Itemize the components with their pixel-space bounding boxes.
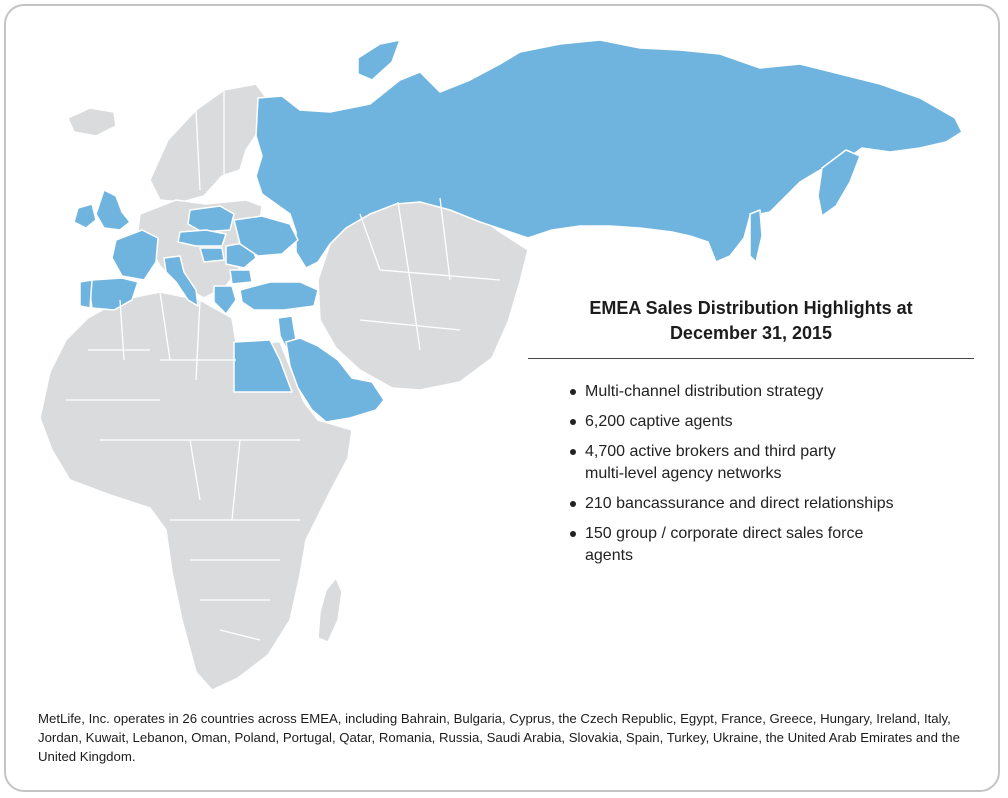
ukraine-region (233, 215, 299, 257)
ireland-region (73, 203, 97, 229)
arabia-region (285, 337, 385, 423)
bulgaria-region (229, 269, 253, 285)
bullet-text: Multi-channel distribution strategy (585, 383, 824, 400)
scandinavia-landmass (149, 83, 269, 203)
panel-title: EMEA Sales Distribution Highlights at De… (528, 296, 974, 359)
bullet-text-continued: agents (585, 547, 634, 564)
bullet-text-continued: multi-level agency networks (585, 465, 782, 482)
czech-slovakia-region (177, 229, 227, 247)
turkey-region (239, 281, 319, 311)
panel-title-line2: December 31, 2015 (669, 323, 833, 343)
bullet-item: 4,700 active brokers and third party mul… (570, 441, 974, 485)
bullet-item: 210 bancassurance and direct relationshi… (570, 493, 974, 515)
bullet-text: 210 bancassurance and direct relationshi… (585, 495, 894, 512)
highlights-list: Multi-channel distribution strategy 6,20… (528, 381, 974, 567)
hungary-region (199, 247, 225, 263)
egypt-region (233, 339, 293, 393)
bullet-item: 6,200 captive agents (570, 411, 974, 433)
portugal-region (79, 279, 93, 309)
sakhalin-region (749, 209, 763, 263)
footnote: MetLife, Inc. operates in 26 countries a… (38, 711, 960, 764)
kamchatka-region (817, 149, 861, 217)
panel-title-line1: EMEA Sales Distribution Highlights at (589, 298, 913, 318)
uk-region (95, 189, 131, 231)
bullet-text: 4,700 active brokers and third party (585, 443, 836, 460)
asia-borders (359, 197, 501, 351)
novaya-zemlya-region (357, 39, 401, 81)
russia-region (255, 39, 963, 269)
bullet-item: 150 group / corporate direct sales force… (570, 523, 974, 567)
bullet-item: Multi-channel distribution strategy (570, 381, 974, 403)
greece-region (213, 285, 237, 315)
highlights-panel: EMEA Sales Distribution Highlights at De… (528, 296, 974, 575)
italy-region (163, 255, 199, 307)
iceland-landmass (67, 107, 117, 137)
poland-region (187, 205, 235, 233)
africa-borders (66, 291, 300, 641)
bullet-text: 6,200 captive agents (585, 413, 733, 430)
scandinavia-borders (195, 90, 225, 191)
bullet-text: 150 group / corporate direct sales force (585, 525, 864, 542)
france-region (111, 229, 159, 281)
madagascar-landmass (317, 577, 343, 643)
